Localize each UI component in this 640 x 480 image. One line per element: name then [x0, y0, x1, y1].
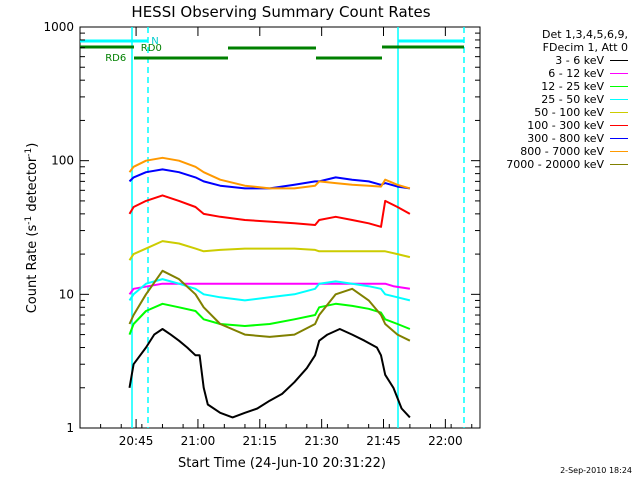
legend-swatch: [610, 151, 628, 152]
legend-label: 300 - 800 keV: [527, 132, 604, 145]
legend-swatch: [610, 138, 628, 139]
legend-item: 50 - 100 keV: [482, 106, 632, 119]
legend-label: 25 - 50 keV: [541, 93, 604, 106]
legend-label: 100 - 300 keV: [527, 119, 604, 132]
y-tick-label: 1000: [43, 20, 74, 34]
legend-swatch: [610, 60, 628, 61]
legend-swatch: [610, 99, 628, 100]
y-tick-label: 10: [59, 287, 74, 301]
legend-swatch: [610, 73, 628, 74]
x-tick-label: 20:45: [119, 434, 154, 448]
legend: Det 1,3,4,5,6,9, FDecim 1, Att 0 3 - 6 k…: [482, 28, 632, 171]
y-axis-label: Count Rate (s-1 detector-1): [24, 143, 40, 314]
series-line-4: [128, 240, 411, 261]
legend-item: 100 - 300 keV: [482, 119, 632, 132]
series-line-2: [128, 302, 411, 335]
legend-header-line-1: Det 1,3,4,5,6,9,: [541, 28, 628, 41]
flag-label-rd0: RD0: [141, 43, 162, 54]
legend-label: 6 - 12 keV: [548, 67, 604, 80]
legend-item: 3 - 6 keV: [482, 54, 632, 67]
y-tick-label: 100: [51, 154, 74, 168]
series-line-7: [128, 156, 411, 190]
plot-frame: [79, 26, 481, 429]
x-axis-label: Start Time (24-Jun-10 20:31:22): [178, 456, 386, 471]
legend-item: 7000 - 20000 keV: [482, 158, 632, 171]
series-line-6: [128, 168, 411, 190]
y-label-sup1: -1: [24, 216, 34, 225]
flag-label-n: N: [151, 36, 158, 47]
legend-item: 25 - 50 keV: [482, 93, 632, 106]
legend-swatch: [610, 164, 628, 165]
legend-swatch: [610, 112, 628, 113]
legend-swatch: [610, 125, 628, 126]
footer-timestamp: 2-Sep-2010 18:24: [560, 466, 632, 475]
y-label-mid: detector: [25, 156, 40, 216]
flag-label-rd6: RD6: [105, 53, 126, 64]
legend-label: 800 - 7000 keV: [520, 145, 604, 158]
chart-title: HESSI Observing Summary Count Rates: [131, 3, 430, 21]
axis-layer: 20:45 21:00 21:15 21:30 21:45 22:00 1 10 100 1000: [43, 20, 480, 448]
legend-items: 3 - 6 keV 6 - 12 keV 12 - 25 keV 25 - 50 ke…: [482, 54, 632, 171]
legend-swatch: [610, 86, 628, 87]
y-label-end: ): [25, 143, 40, 148]
x-tick-label: 21:45: [366, 434, 401, 448]
x-tick-label: 22:00: [428, 434, 463, 448]
x-tick-label: 21:15: [242, 434, 277, 448]
series-line-8: [128, 269, 411, 342]
series-line-5: [128, 194, 411, 228]
y-label-sup2: -1: [24, 148, 34, 157]
series-line-0: [128, 328, 411, 419]
legend-label: 12 - 25 keV: [541, 80, 604, 93]
legend-header-line-2: FDecim 1, Att 0: [542, 41, 628, 54]
y-tick-label: 1: [66, 421, 74, 435]
legend-item: 12 - 25 keV: [482, 80, 632, 93]
y-label-main: Count Rate (s: [25, 225, 40, 314]
legend-item: 6 - 12 keV: [482, 67, 632, 80]
series-line-3: [128, 278, 411, 302]
x-tick-label: 21:00: [181, 434, 216, 448]
legend-label: 3 - 6 keV: [555, 54, 604, 67]
legend-item: 300 - 800 keV: [482, 132, 632, 145]
legend-label: 7000 - 20000 keV: [506, 158, 604, 171]
legend-label: 50 - 100 keV: [534, 106, 604, 119]
series-layer: [128, 156, 411, 419]
legend-item: 800 - 7000 keV: [482, 145, 632, 158]
x-tick-label: 21:30: [304, 434, 339, 448]
